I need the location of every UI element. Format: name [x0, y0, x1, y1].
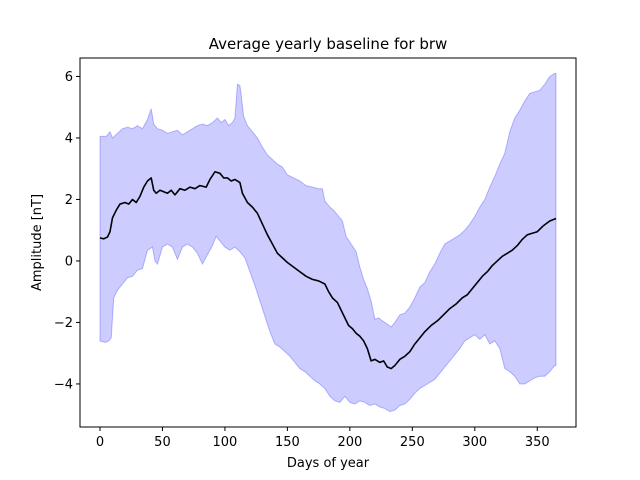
x-tick-label: 200 [337, 435, 362, 450]
x-tick-label: 250 [400, 435, 425, 450]
y-tick-label: 2 [65, 193, 73, 208]
y-axis: −4 −2 0 2 4 6 [54, 70, 80, 392]
x-tick-label: 350 [525, 435, 550, 450]
x-tick-label: 50 [154, 435, 171, 450]
confidence-band [99, 72, 557, 413]
x-axis: 0 50 100 150 200 250 300 350 [96, 427, 550, 450]
y-tick-label: 0 [65, 254, 73, 269]
x-axis-label: Days of year [287, 456, 370, 471]
x-tick-label: 300 [462, 435, 487, 450]
baseline-line [99, 170, 557, 370]
plot-frame [79, 57, 577, 428]
y-tick-label: 6 [65, 70, 73, 85]
y-tick-label: −4 [54, 377, 73, 392]
x-tick-label: 100 [213, 435, 238, 450]
y-tick-label: 4 [65, 131, 73, 146]
y-axis-label: Amplitude [nT] [30, 194, 45, 291]
x-tick-label: 0 [96, 435, 104, 450]
chart-title: Average yearly baseline for brw [209, 35, 448, 53]
y-tick-label: −2 [54, 316, 73, 331]
x-tick-label: 150 [275, 435, 300, 450]
plot-area [99, 72, 557, 413]
